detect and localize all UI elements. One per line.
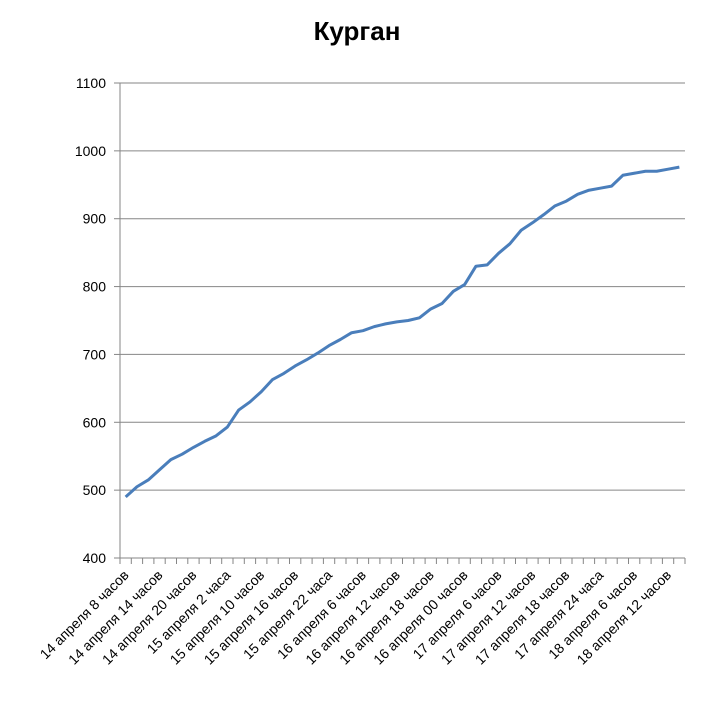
- y-tick-label: 800: [83, 279, 107, 295]
- y-tick-label: 1000: [75, 143, 106, 159]
- y-tick-label: 900: [83, 211, 107, 227]
- y-tick-label: 1100: [76, 75, 106, 91]
- y-tick-label: 400: [83, 550, 107, 566]
- y-tick-label: 600: [83, 414, 107, 430]
- y-tick-label: 700: [83, 346, 107, 362]
- y-tick-label: 500: [83, 482, 107, 498]
- chart-title: Курган: [314, 16, 401, 46]
- line-series: [124, 165, 680, 499]
